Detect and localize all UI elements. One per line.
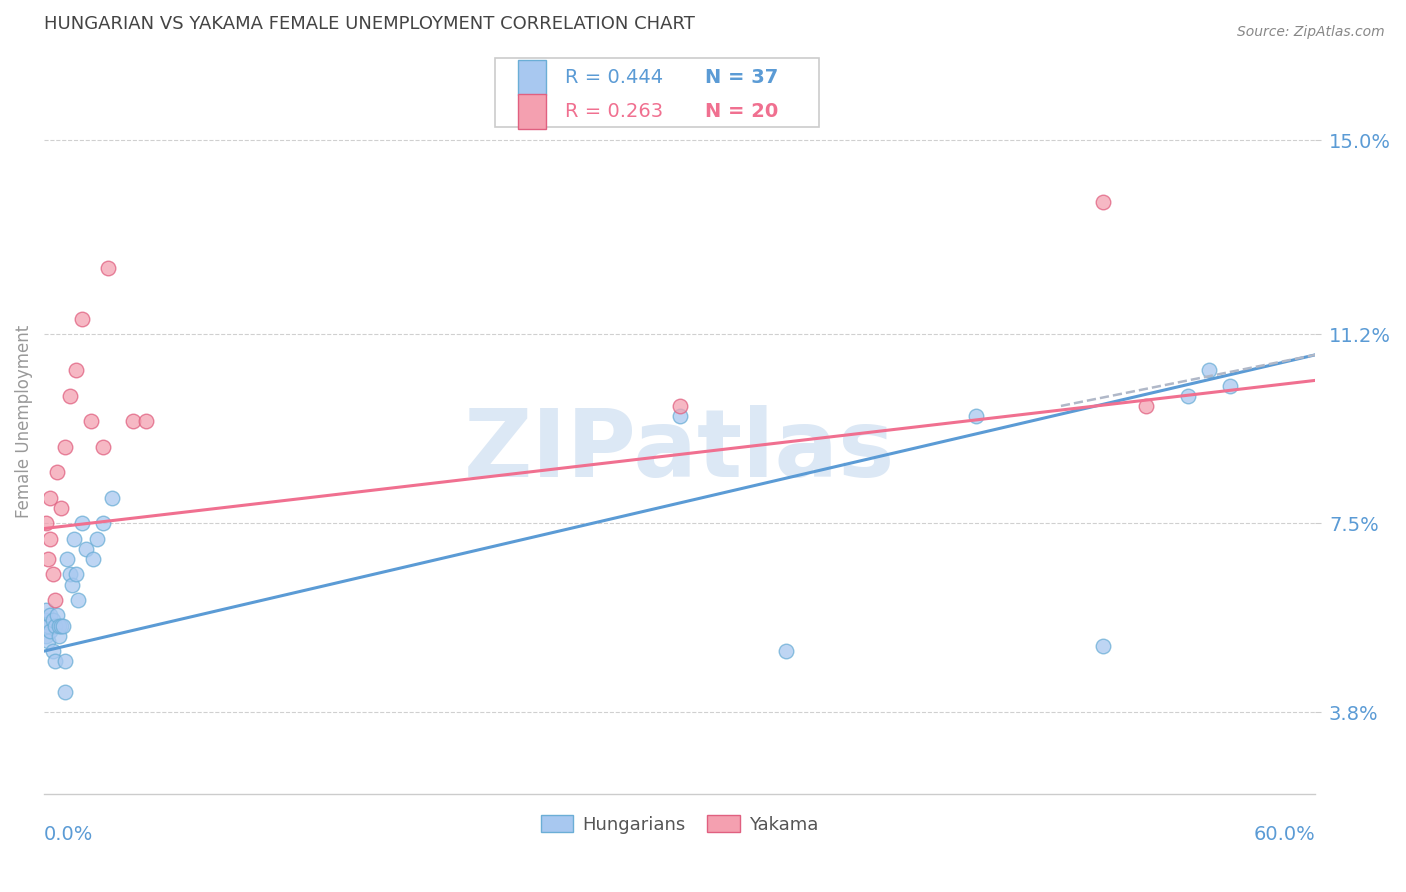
Text: 0.0%: 0.0% [44, 825, 93, 844]
Point [45, 466, 67, 480]
Point [53, 654, 76, 668]
Point [86, 532, 108, 546]
Point [1198, 363, 1220, 377]
Point [35, 516, 58, 531]
Point [80, 414, 103, 428]
Point [66, 593, 89, 607]
Text: Source: ZipAtlas.com: Source: ZipAtlas.com [1237, 25, 1385, 39]
Point [49, 618, 72, 632]
Point [70, 312, 93, 326]
Point [775, 644, 797, 658]
Point [82, 552, 104, 566]
Point [45, 608, 67, 623]
Point [101, 491, 124, 505]
Point [53, 685, 76, 699]
Point [37, 633, 59, 648]
Text: 60.0%: 60.0% [1253, 825, 1315, 844]
Point [58, 389, 80, 403]
Point [35, 603, 58, 617]
Point [39, 532, 62, 546]
Point [41, 614, 63, 628]
Text: N = 20: N = 20 [704, 103, 779, 121]
Point [48, 629, 70, 643]
Text: N = 37: N = 37 [704, 68, 779, 87]
Point [44, 654, 66, 668]
Point [39, 491, 62, 505]
Point [70, 516, 93, 531]
Text: ZIPatlas: ZIPatlas [464, 405, 896, 497]
Point [668, 409, 690, 424]
Point [965, 409, 987, 424]
Point [35, 614, 58, 628]
Point [35, 629, 58, 643]
Point [1219, 378, 1241, 392]
Point [122, 414, 145, 428]
Point [58, 567, 80, 582]
Point [39, 608, 62, 623]
Point [53, 440, 76, 454]
Point [1092, 194, 1115, 209]
Text: R = 0.444: R = 0.444 [565, 68, 664, 87]
Point [668, 399, 690, 413]
Point [37, 552, 59, 566]
Text: HUNGARIAN VS YAKAMA FEMALE UNEMPLOYMENT CORRELATION CHART: HUNGARIAN VS YAKAMA FEMALE UNEMPLOYMENT … [44, 15, 695, 33]
FancyBboxPatch shape [519, 95, 546, 129]
Point [65, 567, 87, 582]
Point [41, 567, 63, 582]
Point [97, 261, 120, 276]
Point [37, 618, 59, 632]
Point [1135, 399, 1157, 413]
Y-axis label: Female Unemployment: Female Unemployment [15, 325, 32, 518]
Point [56, 552, 79, 566]
Point [65, 363, 87, 377]
Point [1177, 389, 1199, 403]
Point [49, 501, 72, 516]
Point [41, 644, 63, 658]
Point [93, 516, 115, 531]
FancyBboxPatch shape [495, 58, 820, 127]
Point [44, 593, 66, 607]
Point [39, 624, 62, 638]
Point [60, 577, 83, 591]
Point [62, 532, 84, 546]
Point [76, 541, 98, 556]
Point [1092, 639, 1115, 653]
Point [93, 440, 115, 454]
Point [52, 618, 75, 632]
Text: R = 0.263: R = 0.263 [565, 103, 664, 121]
Legend: Hungarians, Yakama: Hungarians, Yakama [534, 808, 825, 841]
Point [135, 414, 157, 428]
Point [44, 618, 66, 632]
Point [48, 618, 70, 632]
FancyBboxPatch shape [519, 60, 546, 95]
